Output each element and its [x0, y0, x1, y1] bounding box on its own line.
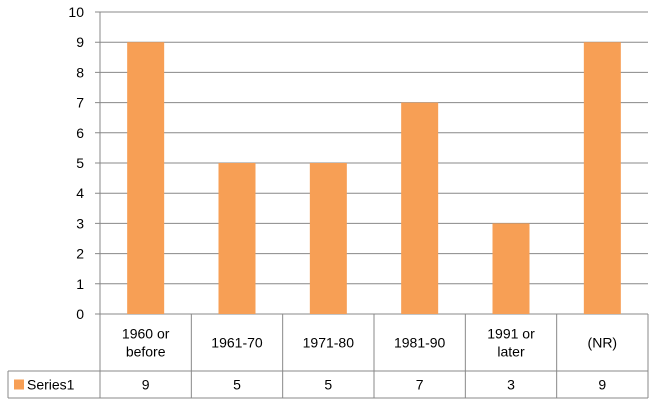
category-label: 1981-90 — [394, 335, 446, 351]
bar — [583, 42, 621, 314]
bar — [492, 223, 530, 314]
y-tick-label: 8 — [76, 64, 84, 80]
data-table: 1960 or before 1961-70 1971-80 1981-90 1991 o… — [7, 314, 649, 399]
y-tick-label: 9 — [76, 34, 84, 50]
y-tick-label: 0 — [76, 306, 84, 322]
bars — [127, 42, 621, 314]
data-table-value: 5 — [324, 377, 332, 393]
bar — [127, 42, 165, 314]
category-label: 1971-80 — [303, 335, 355, 351]
data-table-value: 9 — [598, 377, 606, 393]
category-label: 1991 or — [487, 326, 535, 342]
bar — [401, 102, 439, 314]
y-tick-label: 10 — [68, 4, 84, 20]
data-table-value: 9 — [142, 377, 150, 393]
category-label: before — [126, 344, 166, 360]
y-tick-label: 3 — [76, 215, 84, 231]
gridlines — [95, 11, 648, 315]
y-tick-label: 4 — [76, 185, 84, 201]
data-table-value: 7 — [416, 377, 424, 393]
category-label: later — [497, 344, 525, 360]
legend-key-series1 — [14, 379, 24, 390]
data-table-value: 5 — [233, 377, 241, 393]
bar — [309, 163, 347, 314]
series-name: Series1 — [27, 377, 75, 393]
bar — [218, 163, 256, 314]
category-label: 1961-70 — [211, 335, 263, 351]
y-tick-label: 7 — [76, 95, 84, 111]
y-tick-label: 5 — [76, 155, 84, 171]
y-axis: 0 1 2 3 4 5 6 7 8 9 10 — [68, 4, 101, 398]
data-table-value: 3 — [507, 377, 515, 393]
category-label: 1960 or — [122, 326, 170, 342]
category-label: (NR) — [588, 335, 618, 351]
y-tick-label: 6 — [76, 125, 84, 141]
y-tick-label: 1 — [76, 276, 84, 292]
y-tick-label: 2 — [76, 246, 84, 262]
